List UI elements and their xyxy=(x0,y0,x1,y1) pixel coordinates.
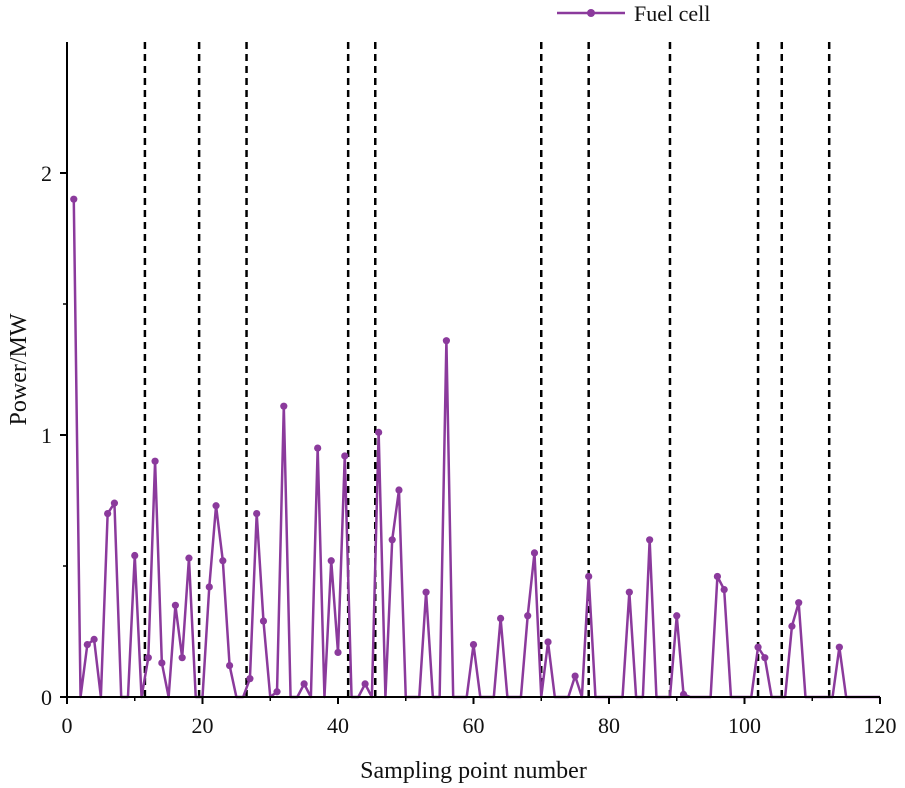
data-point xyxy=(178,654,186,662)
data-point xyxy=(226,661,234,670)
data-point xyxy=(795,599,803,607)
data-point xyxy=(761,654,769,662)
data-point xyxy=(253,509,261,518)
data-point xyxy=(273,688,281,696)
x-tick-label: 120 xyxy=(864,713,897,738)
data-point xyxy=(720,585,728,594)
legend-series-name: Fuel cell xyxy=(634,1,710,26)
x-tick-label: 100 xyxy=(728,713,761,738)
y-tick-label: 2 xyxy=(41,161,52,186)
data-point xyxy=(219,557,227,565)
data-point xyxy=(144,654,152,662)
data-point xyxy=(497,614,505,623)
x-tick-label: 80 xyxy=(598,713,620,738)
legend-marker xyxy=(587,9,595,17)
data-point xyxy=(754,643,762,651)
x-tick-label: 40 xyxy=(327,713,349,738)
data-point xyxy=(131,551,139,560)
legend: Fuel cell xyxy=(557,1,710,26)
data-point xyxy=(375,428,383,436)
data-point xyxy=(625,588,633,596)
data-point xyxy=(259,617,268,625)
data-point xyxy=(361,680,369,688)
data-point xyxy=(646,536,654,544)
data-point xyxy=(422,588,430,596)
x-tick-label: 20 xyxy=(192,713,214,738)
data-point xyxy=(334,648,342,657)
data-point xyxy=(83,641,91,649)
data-point xyxy=(212,502,220,510)
data-point xyxy=(90,635,98,643)
x-axis-label: Sampling point number xyxy=(360,758,587,784)
data-point xyxy=(530,549,539,557)
data-point xyxy=(314,444,322,452)
x-tick-label: 0 xyxy=(62,713,73,738)
data-point xyxy=(713,572,722,581)
dashed-vertical-lines xyxy=(143,42,831,697)
data-point xyxy=(571,672,579,680)
data-point xyxy=(171,601,179,609)
data-point xyxy=(524,612,532,620)
data-point xyxy=(104,509,112,518)
data-point xyxy=(300,680,308,688)
data-point xyxy=(585,572,593,581)
data-point xyxy=(70,195,78,203)
data-point xyxy=(788,622,796,630)
data-point xyxy=(388,536,396,544)
data-point xyxy=(110,499,119,507)
x-tick-label: 60 xyxy=(463,713,485,738)
data-point xyxy=(835,643,843,651)
y-axis-label: Power/MW xyxy=(6,313,32,425)
data-point xyxy=(246,675,254,683)
ticks: 0 20 40 60 80 100 120 0 1 2 xyxy=(41,161,897,738)
data-point xyxy=(205,583,213,591)
data-point xyxy=(185,554,193,562)
data-point xyxy=(469,641,478,649)
data-point xyxy=(673,612,681,620)
data-point xyxy=(158,659,166,667)
data-point xyxy=(341,452,349,460)
data-point xyxy=(327,557,335,565)
y-tick-label: 0 xyxy=(41,685,52,710)
y-tick-label: 1 xyxy=(41,423,52,448)
data-point xyxy=(151,457,159,465)
data-point xyxy=(544,638,552,646)
data-point xyxy=(442,337,450,345)
data-point xyxy=(395,486,403,494)
data-point xyxy=(280,402,288,410)
